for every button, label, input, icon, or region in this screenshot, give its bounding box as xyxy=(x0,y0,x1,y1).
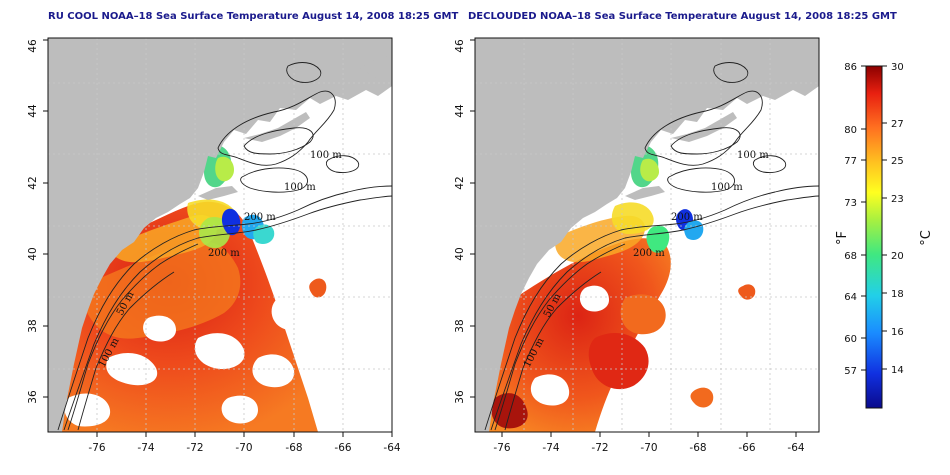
celsius-tick-label: 18 xyxy=(891,289,904,300)
x-tick-label: -72 xyxy=(591,442,608,454)
contour-label: 100 m xyxy=(711,182,743,193)
y-tick-label: 36 xyxy=(454,390,466,404)
x-tick-label: -68 xyxy=(689,442,706,454)
fahrenheit-tick-label: 60 xyxy=(844,334,857,345)
contour-label: 200 m xyxy=(208,248,240,259)
x-tick-label: -70 xyxy=(640,442,657,454)
y-tick-label: 44 xyxy=(454,104,466,118)
contour-label: 200 m xyxy=(633,248,665,259)
right-y-tick-labels: 36 38 40 42 44 46 xyxy=(454,39,466,404)
y-tick-label: 38 xyxy=(27,319,39,332)
fahrenheit-tick-label: 86 xyxy=(844,62,857,73)
celsius-tick-label: 14 xyxy=(891,365,904,376)
right-y-axis xyxy=(470,39,475,398)
left-x-axis xyxy=(96,432,393,437)
y-tick-label: 42 xyxy=(454,176,466,189)
x-tick-label: -76 xyxy=(493,442,510,454)
celsius-unit-label: °C xyxy=(919,230,934,246)
colorbar-gradient xyxy=(865,65,883,409)
left-y-tick-labels: 36 38 40 42 44 46 xyxy=(27,39,39,404)
fahrenheit-tick-label: 77 xyxy=(844,156,857,167)
left-sst-field xyxy=(48,115,327,432)
x-tick-label: -64 xyxy=(383,442,400,454)
celsius-tick-label: 27 xyxy=(891,119,904,130)
x-tick-label: -74 xyxy=(137,442,154,454)
fahrenheit-tick-label: 68 xyxy=(844,251,857,262)
contour-label: 100 m xyxy=(310,150,342,161)
y-tick-label: 40 xyxy=(27,247,39,260)
x-tick-label: -64 xyxy=(787,442,804,454)
x-tick-label: -74 xyxy=(542,442,559,454)
x-tick-label: -76 xyxy=(88,442,105,454)
colorbar-celsius-labels: 30 27 25 23 20 18 16 14 xyxy=(891,62,904,376)
contour-label: 100 m xyxy=(284,182,316,193)
y-tick-label: 38 xyxy=(454,319,466,332)
celsius-tick-label: 20 xyxy=(891,251,904,262)
y-tick-label: 42 xyxy=(27,176,39,189)
fahrenheit-unit-label: °F xyxy=(835,231,850,245)
x-tick-label: -66 xyxy=(738,442,755,454)
celsius-tick-label: 16 xyxy=(891,327,904,338)
left-panel-title: RU COOL NOAA–18 Sea Surface Temperature … xyxy=(48,11,459,22)
right-panel-title: DECLOUDED NOAA–18 Sea Surface Temperatur… xyxy=(468,11,897,22)
x-tick-label: -72 xyxy=(186,442,203,454)
contour-label: 200 m xyxy=(244,212,276,223)
left-y-axis xyxy=(43,39,48,398)
fahrenheit-tick-label: 57 xyxy=(844,366,857,377)
right-x-axis xyxy=(501,432,797,437)
y-tick-label: 44 xyxy=(27,104,39,118)
colorbar-ticks xyxy=(861,65,887,371)
celsius-tick-label: 25 xyxy=(891,156,904,167)
y-tick-label: 40 xyxy=(454,247,466,260)
right-map-panel: 100 m 100 m 200 m 50 m 100 m 200 m xyxy=(474,37,820,433)
colorbar: 86 80 77 73 68 64 60 57 30 27 25 23 20 1… xyxy=(835,62,934,409)
x-tick-label: -70 xyxy=(235,442,252,454)
left-x-tick-labels: -76 -74 -72 -70 -68 -66 -64 xyxy=(88,442,400,454)
right-x-tick-labels: -76 -74 -72 -70 -68 -66 -64 xyxy=(493,442,804,454)
contour-label: 200 m xyxy=(671,212,703,223)
fahrenheit-tick-label: 73 xyxy=(844,198,857,209)
left-map-panel: 100 m 100 m 200 m 50 m 100 m 200 m xyxy=(47,37,393,433)
x-tick-label: -68 xyxy=(285,442,302,454)
y-tick-label: 36 xyxy=(27,390,39,404)
celsius-tick-label: 30 xyxy=(891,62,904,73)
right-sst-field xyxy=(480,119,756,432)
fahrenheit-tick-label: 80 xyxy=(844,125,857,136)
y-tick-label: 46 xyxy=(454,39,466,53)
right-map-frame xyxy=(474,37,820,433)
fahrenheit-tick-label: 64 xyxy=(844,292,857,303)
contour-label: 100 m xyxy=(737,150,769,161)
y-tick-label: 46 xyxy=(27,39,39,53)
celsius-tick-label: 23 xyxy=(891,194,904,205)
x-tick-label: -66 xyxy=(334,442,351,454)
colorbar-fahrenheit-labels: 86 80 77 73 68 64 60 57 xyxy=(844,62,857,377)
left-map-frame xyxy=(47,37,393,433)
